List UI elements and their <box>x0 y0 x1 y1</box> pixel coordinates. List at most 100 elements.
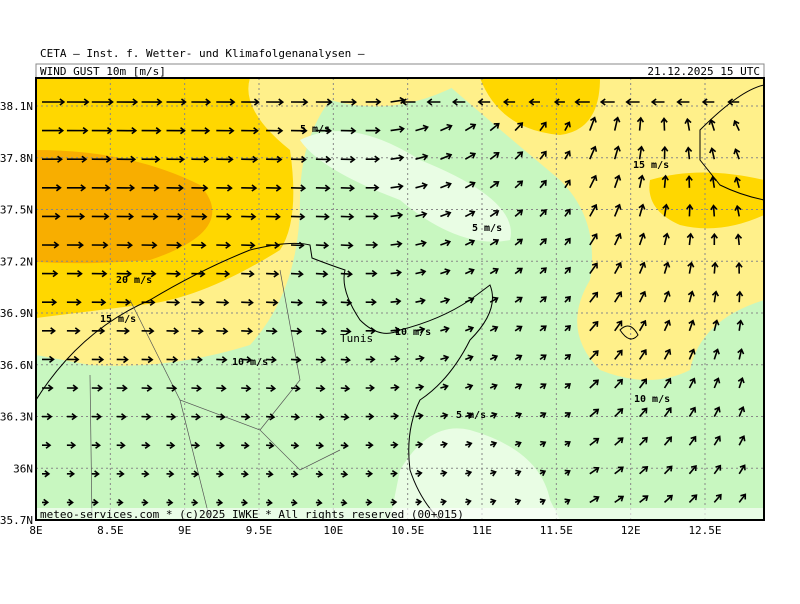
wind-arrow <box>514 180 524 189</box>
wind-arrow <box>688 406 697 418</box>
wind-arrow <box>415 297 426 305</box>
wind-arrow <box>290 270 304 278</box>
wind-arrow <box>489 354 499 361</box>
wind-arrow <box>660 117 668 131</box>
wind-arrow <box>290 98 309 106</box>
wind-arrow <box>216 98 236 106</box>
wind-arrow <box>141 98 163 106</box>
wind-arrow <box>564 237 571 246</box>
wind-arrow <box>340 298 353 307</box>
wind-arrow <box>241 241 256 249</box>
wind-arrow <box>216 298 230 307</box>
wind-arrow <box>514 440 522 448</box>
wind-arrow <box>489 267 499 275</box>
wind-arrow <box>41 298 58 306</box>
wind-arrow <box>638 407 648 418</box>
wind-arrow <box>738 406 746 417</box>
wind-arrow <box>464 181 476 189</box>
lon-tick-label: 9.5E <box>246 524 273 537</box>
wind-arrow <box>688 494 698 503</box>
wind-arrow <box>266 155 283 164</box>
wind-arrow <box>685 175 693 188</box>
wind-arrow <box>166 498 174 507</box>
wind-arrow <box>290 356 302 364</box>
wind-arrow <box>614 320 623 332</box>
wind-arrow <box>290 498 298 507</box>
wind-arrow <box>141 212 159 221</box>
wind-arrow <box>735 290 744 303</box>
fill-10-15-east <box>440 78 764 380</box>
wind-arrow <box>464 210 476 218</box>
wind-arrow <box>514 469 522 477</box>
contour-label: 10 m/s <box>232 357 268 368</box>
wind-arrow <box>315 184 331 192</box>
wind-arrow <box>191 498 199 507</box>
wind-arrow <box>710 232 718 246</box>
wind-arrow <box>710 204 718 217</box>
wind-arrow <box>141 241 158 249</box>
wind-arrow <box>636 116 645 131</box>
wind-arrow <box>613 174 622 189</box>
wind-arrow <box>266 470 274 478</box>
wind-arrow <box>713 348 720 360</box>
wind-arrow <box>91 241 109 249</box>
wind-arrow <box>41 155 63 163</box>
wind-arrow <box>564 354 572 361</box>
footer: meteo-services.com * (c)2025 IWKE * All … <box>40 508 464 521</box>
wind-arrow <box>401 98 416 106</box>
wind-arrow <box>191 384 202 392</box>
wind-arrow <box>191 470 200 478</box>
wind-arrow <box>315 241 330 250</box>
wind-arrow <box>241 270 255 278</box>
wind-arrow <box>365 155 381 163</box>
wind-arrow <box>477 98 491 106</box>
wind-arrow <box>440 268 451 276</box>
wind-arrow <box>440 354 450 362</box>
wind-arrow <box>241 184 258 192</box>
map-frame <box>35 77 765 521</box>
wind-arrow <box>712 319 720 331</box>
wind-arrow <box>625 98 640 106</box>
wind-arrow <box>637 174 646 188</box>
wind-arrow <box>539 440 547 448</box>
wind-arrow <box>650 98 665 106</box>
wind-arrow <box>91 98 114 106</box>
wind-arrow <box>216 384 227 392</box>
wind-arrow <box>589 174 598 189</box>
contour-label: 5 m/s <box>300 124 330 135</box>
lat-tick-label: 37.8N <box>0 152 33 165</box>
lat-tick-label: 36.9N <box>0 307 33 320</box>
wind-arrow <box>166 355 179 364</box>
wind-arrow <box>66 270 83 278</box>
wind-arrow <box>41 412 53 421</box>
footer-bar <box>36 508 764 520</box>
wind-arrow <box>390 297 402 306</box>
wind-arrow <box>440 210 452 218</box>
wind-arrow <box>713 377 721 389</box>
wind-arrow <box>539 121 547 132</box>
wind-arrow <box>709 147 717 160</box>
wind-arrow <box>638 232 646 246</box>
wind-arrow <box>266 98 285 106</box>
wind-arrow <box>734 233 743 246</box>
wind-arrow <box>216 413 226 421</box>
wind-arrow <box>41 355 55 364</box>
wind-arrow <box>415 211 428 219</box>
wind-arrow <box>315 213 330 221</box>
wind-arrow <box>489 325 499 333</box>
wind-arrow <box>116 184 136 192</box>
wind-arrow <box>464 325 475 333</box>
wind-arrow <box>91 498 99 507</box>
wind-arrow <box>41 470 51 478</box>
wind-arrow <box>687 261 695 274</box>
wind-arrow <box>489 181 500 189</box>
wind-arrow <box>390 383 400 392</box>
wind-arrow <box>290 213 306 221</box>
wind-arrow <box>266 441 275 450</box>
wind-arrow <box>614 349 623 360</box>
wind-arrows <box>41 96 747 507</box>
wind-arrow <box>440 297 451 305</box>
axis-labels: 8E 8.5E 9E 9.5E 10E 10.5E 11E 11.5E 12E 12.5E 38.1… <box>0 100 722 537</box>
wind-arrow <box>663 494 673 503</box>
wind-arrow <box>589 379 599 389</box>
